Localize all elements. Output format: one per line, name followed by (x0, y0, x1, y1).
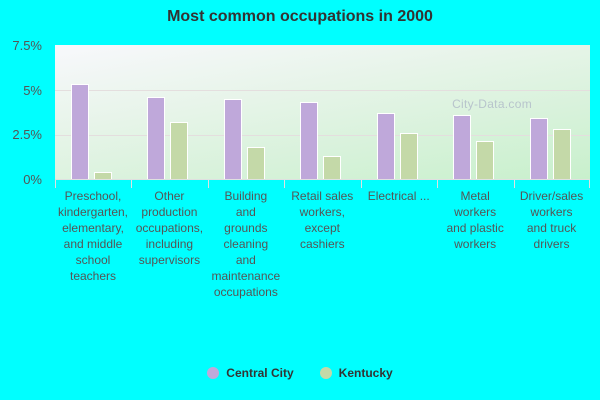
x-axis (55, 179, 590, 180)
legend-item-kentucky[interactable]: Kentucky (319, 366, 393, 380)
plot-area: City-Data.com (55, 45, 590, 179)
x-tick (360, 180, 362, 188)
bar-kentucky[interactable] (170, 121, 189, 179)
bar-kentucky[interactable] (476, 141, 495, 179)
bar-kentucky[interactable] (323, 155, 342, 179)
x-axis-label: Preschool, kindergarten, elementary, and… (57, 189, 129, 283)
bar-central-city[interactable] (376, 112, 395, 179)
x-axis-label: Driver/sales workers and truck drivers (519, 189, 584, 251)
legend-swatch-kentucky (319, 367, 332, 379)
bar-kentucky[interactable] (246, 146, 265, 179)
bar-kentucky[interactable] (552, 128, 571, 179)
y-tick-0: 0% (23, 172, 42, 187)
x-axis-label: Other production occupations, including … (135, 189, 204, 267)
legend: Central City Kentucky (0, 366, 600, 380)
x-axis-label: Building and grounds cleaning and mainte… (211, 189, 281, 299)
bar-central-city[interactable] (453, 114, 472, 179)
x-tick (589, 180, 590, 188)
gridline-2.5 (55, 135, 590, 136)
bar-central-city[interactable] (147, 96, 166, 179)
x-tick (437, 180, 439, 188)
watermark: City-Data.com (452, 97, 532, 111)
x-tick (131, 180, 133, 188)
x-tick (513, 180, 515, 188)
legend-swatch-central-city (207, 367, 220, 379)
legend-item-central-city[interactable]: Central City (207, 366, 294, 380)
x-axis-label: Retail sales workers, except cashiers (291, 189, 354, 251)
y-tick-7.5: 7.5% (12, 38, 42, 53)
bar-central-city[interactable] (223, 98, 242, 179)
bar-central-city[interactable] (529, 118, 548, 179)
x-tick (284, 180, 286, 188)
chart-title: Most common occupations in 2000 (167, 8, 433, 25)
y-tick-2.5: 2.5% (12, 127, 42, 142)
x-tick (55, 180, 56, 188)
legend-label: Central City (226, 366, 294, 380)
x-tick (207, 180, 209, 188)
x-axis-label: Electrical ... (367, 189, 430, 203)
bar-kentucky[interactable] (399, 132, 418, 179)
bar-central-city[interactable] (300, 102, 319, 179)
gridline-5 (55, 90, 590, 91)
bar-central-city[interactable] (71, 84, 89, 179)
x-axis-label: Metal workers and plastic workers (446, 189, 504, 251)
bar-kentucky[interactable] (94, 171, 112, 179)
y-tick-5: 5% (23, 83, 42, 98)
legend-label: Kentucky (338, 366, 393, 380)
